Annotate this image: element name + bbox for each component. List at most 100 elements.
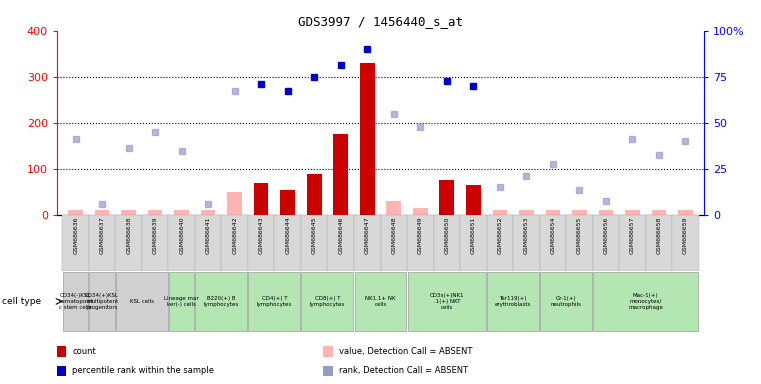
- Text: percentile rank within the sample: percentile rank within the sample: [72, 366, 215, 376]
- Text: GSM686646: GSM686646: [338, 217, 343, 254]
- Bar: [519, 210, 533, 215]
- Bar: [95, 210, 110, 215]
- Text: GSM686638: GSM686638: [126, 217, 131, 254]
- Bar: [201, 210, 215, 215]
- Bar: [195, 215, 221, 271]
- Bar: [487, 272, 539, 331]
- Text: cell type: cell type: [2, 297, 40, 306]
- Text: GSM686636: GSM686636: [73, 217, 78, 254]
- Bar: [148, 210, 162, 215]
- Text: GSM686644: GSM686644: [285, 217, 290, 254]
- Bar: [196, 272, 247, 331]
- Bar: [333, 134, 348, 215]
- Bar: [678, 210, 693, 215]
- Text: GSM686650: GSM686650: [444, 217, 449, 254]
- Bar: [466, 185, 481, 215]
- Bar: [174, 210, 189, 215]
- Bar: [593, 215, 619, 271]
- Bar: [254, 183, 269, 215]
- Bar: [572, 210, 587, 215]
- Bar: [142, 215, 168, 271]
- Text: GSM686643: GSM686643: [259, 217, 264, 254]
- Bar: [440, 180, 454, 215]
- Bar: [168, 215, 195, 271]
- Bar: [307, 174, 321, 215]
- Text: GSM686649: GSM686649: [418, 217, 423, 254]
- Bar: [275, 215, 301, 271]
- Bar: [301, 215, 327, 271]
- Bar: [228, 192, 242, 215]
- Text: Ter119(+)
erythroblasts: Ter119(+) erythroblasts: [495, 296, 531, 307]
- Bar: [116, 272, 168, 331]
- Text: GSM686654: GSM686654: [550, 217, 556, 254]
- Text: GSM686648: GSM686648: [391, 217, 396, 254]
- Bar: [249, 272, 301, 331]
- Bar: [593, 272, 698, 331]
- Bar: [540, 272, 592, 331]
- Text: GSM686657: GSM686657: [630, 217, 635, 254]
- Bar: [599, 210, 613, 215]
- Bar: [619, 215, 645, 271]
- Text: GSM686637: GSM686637: [100, 217, 105, 254]
- Bar: [413, 208, 428, 215]
- Bar: [62, 215, 89, 271]
- Bar: [645, 215, 672, 271]
- Bar: [566, 215, 593, 271]
- Text: Mac-1(+)
monocytes/
macrophage: Mac-1(+) monocytes/ macrophage: [628, 293, 663, 310]
- Bar: [407, 215, 434, 271]
- Bar: [546, 210, 560, 215]
- Bar: [280, 190, 295, 215]
- Bar: [434, 215, 460, 271]
- Text: GSM686642: GSM686642: [232, 217, 237, 254]
- Bar: [121, 210, 136, 215]
- Text: GSM686652: GSM686652: [497, 217, 502, 254]
- Text: Lineage mar
ker(-) cells: Lineage mar ker(-) cells: [164, 296, 199, 307]
- Bar: [625, 210, 640, 215]
- Bar: [354, 215, 380, 271]
- Text: GSM686645: GSM686645: [312, 217, 317, 254]
- Bar: [360, 63, 374, 215]
- Bar: [355, 272, 406, 331]
- Bar: [169, 272, 194, 331]
- Bar: [492, 210, 507, 215]
- Text: CD8(+) T
lymphocytes: CD8(+) T lymphocytes: [310, 296, 345, 307]
- Text: GSM686647: GSM686647: [365, 217, 370, 254]
- Text: NK1.1+ NK
cells: NK1.1+ NK cells: [365, 296, 396, 307]
- Text: Gr-1(+)
neutrophils: Gr-1(+) neutrophils: [551, 296, 581, 307]
- Bar: [68, 210, 83, 215]
- Text: value, Detection Call = ABSENT: value, Detection Call = ABSENT: [339, 347, 472, 356]
- Bar: [513, 215, 540, 271]
- Text: GSM686656: GSM686656: [603, 217, 608, 254]
- Text: GDS3997 / 1456440_s_at: GDS3997 / 1456440_s_at: [298, 15, 463, 28]
- Text: CD34(-)KSL
hematopoiet
c stem cells: CD34(-)KSL hematopoiet c stem cells: [58, 293, 94, 310]
- Bar: [540, 215, 566, 271]
- Bar: [327, 215, 354, 271]
- Bar: [672, 215, 699, 271]
- Bar: [116, 215, 142, 271]
- Bar: [651, 210, 666, 215]
- Bar: [89, 215, 116, 271]
- Text: CD4(+) T
lymphocytes: CD4(+) T lymphocytes: [256, 296, 292, 307]
- Bar: [486, 215, 513, 271]
- Text: GSM686658: GSM686658: [656, 217, 661, 254]
- Bar: [90, 272, 115, 331]
- Text: rank, Detection Call = ABSENT: rank, Detection Call = ABSENT: [339, 366, 468, 376]
- Bar: [301, 272, 353, 331]
- Text: CD34(+)KSL
multipotent
progenitors: CD34(+)KSL multipotent progenitors: [85, 293, 119, 310]
- Bar: [63, 272, 88, 331]
- Text: GSM686651: GSM686651: [471, 217, 476, 254]
- Text: GSM686653: GSM686653: [524, 217, 529, 254]
- Bar: [248, 215, 275, 271]
- Bar: [221, 215, 248, 271]
- Bar: [380, 215, 407, 271]
- Bar: [408, 272, 486, 331]
- Text: GSM686655: GSM686655: [577, 217, 582, 254]
- Text: KSL cells: KSL cells: [130, 299, 154, 304]
- Text: GSM686641: GSM686641: [205, 217, 211, 254]
- Bar: [387, 201, 401, 215]
- Text: GSM686659: GSM686659: [683, 217, 688, 254]
- Text: GSM686640: GSM686640: [179, 217, 184, 254]
- Text: GSM686639: GSM686639: [153, 217, 158, 254]
- Text: count: count: [72, 347, 96, 356]
- Text: CD3s(+)NK1
.1(+) NKT
cells: CD3s(+)NK1 .1(+) NKT cells: [429, 293, 464, 310]
